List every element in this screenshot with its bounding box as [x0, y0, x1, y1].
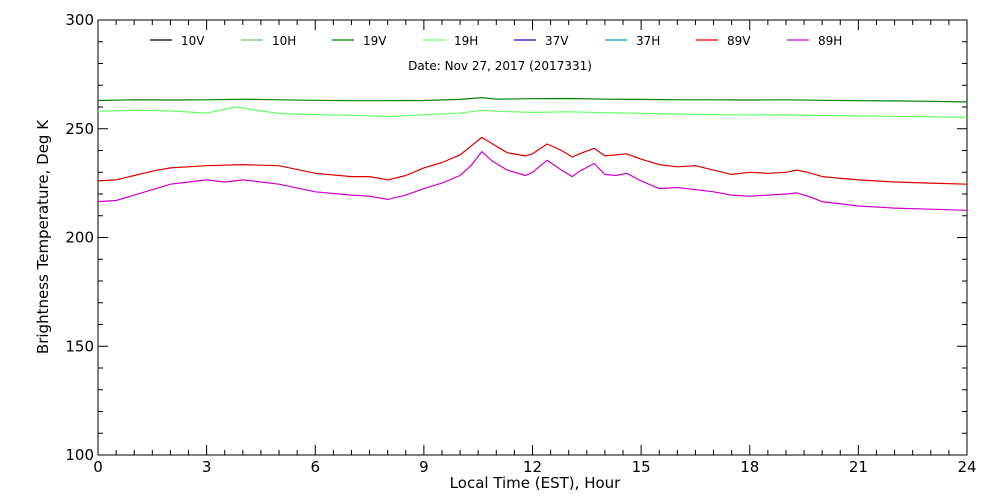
chart-title: Date: Nov 27, 2017 (2017331) — [408, 59, 592, 73]
plot-frame — [97, 19, 968, 456]
x-tick-label: 9 — [419, 458, 429, 476]
legend-label-89h: 89H — [818, 34, 842, 48]
series-line-19h — [97, 106, 968, 118]
y-tick-label: 300 — [65, 11, 94, 29]
x-tick-label: 3 — [202, 458, 212, 476]
axis-ticks: 0 3 6 9 12 15 18 21 24 100 150 200 250 300 — [65, 11, 976, 476]
legend-label-37h: 37H — [636, 34, 660, 48]
y-tick-label: 200 — [65, 229, 94, 247]
series-line-89v — [97, 136, 968, 185]
x-tick-label: 12 — [523, 458, 542, 476]
legend: 10V 10H 19V 19H 37V 37H 89V 89H — [150, 34, 842, 48]
x-tick-label: 24 — [957, 458, 976, 476]
legend-label-10h: 10H — [272, 34, 296, 48]
y-tick-label: 250 — [65, 120, 94, 138]
series-lines — [97, 96, 968, 211]
x-axis-label: Local Time (EST), Hour — [450, 474, 621, 492]
legend-label-19h: 19H — [454, 34, 478, 48]
legend-label-10v: 10V — [181, 34, 205, 48]
series-line-89h — [97, 151, 968, 211]
y-tick-label: 150 — [65, 337, 94, 355]
x-tick-label: 21 — [849, 458, 868, 476]
series-line-19v — [97, 96, 968, 103]
x-tick-label: 18 — [740, 458, 759, 476]
legend-label-37v: 37V — [545, 34, 569, 48]
legend-label-89v: 89V — [727, 34, 751, 48]
x-tick-label: 15 — [632, 458, 651, 476]
x-tick-label: 6 — [310, 458, 320, 476]
y-axis-label: Brightness Temperature, Deg K — [34, 119, 52, 354]
x-tick-label: 0 — [93, 458, 103, 476]
y-tick-label: 100 — [65, 446, 94, 464]
legend-label-19v: 19V — [363, 34, 387, 48]
